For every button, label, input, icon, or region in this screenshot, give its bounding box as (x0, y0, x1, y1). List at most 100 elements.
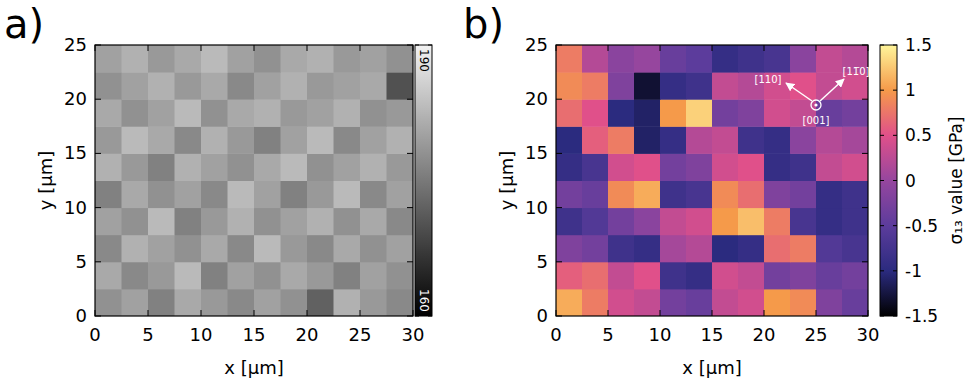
colorbar-tick (893, 180, 897, 181)
cell (148, 208, 175, 236)
cell (816, 181, 843, 209)
cell (582, 45, 609, 73)
cell (201, 153, 228, 181)
y-tick-label: 15 (64, 142, 87, 163)
cell (686, 181, 713, 209)
cell (764, 289, 791, 316)
y-tick (407, 316, 413, 317)
cell (281, 72, 308, 100)
cell (764, 99, 791, 127)
y-tick-label: 15 (525, 142, 548, 163)
cell (387, 72, 414, 100)
cell (556, 208, 583, 236)
cell (738, 153, 765, 181)
cell (307, 235, 334, 263)
colorbar-tick (880, 90, 884, 91)
cell (228, 181, 255, 209)
cell (281, 45, 308, 73)
cell (254, 126, 281, 154)
cell (254, 235, 281, 263)
cell (634, 72, 661, 100)
cell (122, 126, 149, 154)
cell (790, 181, 817, 209)
cell (660, 72, 687, 100)
cell (122, 99, 149, 127)
cell (556, 181, 583, 209)
cell (334, 262, 361, 290)
cell (634, 45, 661, 73)
x-tick (816, 310, 817, 316)
colorbar-tick (880, 180, 884, 181)
direction-label: [110] (755, 74, 782, 85)
cell (281, 153, 308, 181)
cell (764, 208, 791, 236)
cell (686, 235, 713, 263)
cell (660, 126, 687, 154)
arrow (820, 79, 844, 101)
cell (608, 72, 635, 100)
cell (228, 262, 255, 290)
axis-out-dot (814, 103, 817, 106)
y-tick (556, 207, 562, 208)
cell (175, 153, 202, 181)
cell (387, 208, 414, 236)
cell (556, 153, 583, 181)
cell (556, 289, 583, 316)
panel-label: b) (463, 1, 504, 47)
cell (582, 99, 609, 127)
cell (608, 289, 635, 316)
cell (281, 289, 308, 316)
cell (634, 208, 661, 236)
frame (95, 45, 413, 316)
cell (95, 126, 122, 154)
cell (842, 208, 868, 236)
cell (334, 45, 361, 73)
cell (816, 262, 843, 290)
cell (712, 262, 739, 290)
cell (387, 99, 414, 127)
cell (686, 289, 713, 316)
colorbar-tick (893, 135, 897, 136)
cell (556, 99, 583, 127)
cell (556, 235, 583, 263)
cell (228, 99, 255, 127)
cell (582, 126, 609, 154)
cell (201, 262, 228, 290)
cell (738, 126, 765, 154)
cell (228, 153, 255, 181)
y-tick (556, 99, 562, 100)
cell (307, 153, 334, 181)
cell (307, 126, 334, 154)
cell (387, 153, 414, 181)
x-tick (608, 310, 609, 316)
y-tick (407, 153, 413, 154)
cell (634, 181, 661, 209)
x-tick (95, 45, 96, 51)
cell (634, 262, 661, 290)
cell (201, 126, 228, 154)
cell (582, 262, 609, 290)
x-tick (360, 45, 361, 51)
cell (228, 208, 255, 236)
cell (387, 45, 414, 73)
x-axis-title: x [µm] (682, 357, 741, 378)
colorbar-tick (880, 135, 884, 136)
cell (686, 99, 713, 127)
cell (842, 99, 868, 127)
cell (387, 289, 414, 316)
y-tick-label: 5 (537, 251, 548, 272)
cell (634, 99, 661, 127)
panel-label: a) (4, 1, 44, 47)
cell (608, 235, 635, 263)
cell (686, 208, 713, 236)
cell (254, 208, 281, 236)
x-tick (148, 310, 149, 316)
cell (122, 181, 149, 209)
cell (764, 181, 791, 209)
cell (764, 153, 791, 181)
x-tick-label: 25 (805, 324, 828, 345)
cell (712, 126, 739, 154)
colorbar-tick (893, 225, 897, 226)
y-tick-label: 20 (525, 88, 548, 109)
cell (582, 181, 609, 209)
